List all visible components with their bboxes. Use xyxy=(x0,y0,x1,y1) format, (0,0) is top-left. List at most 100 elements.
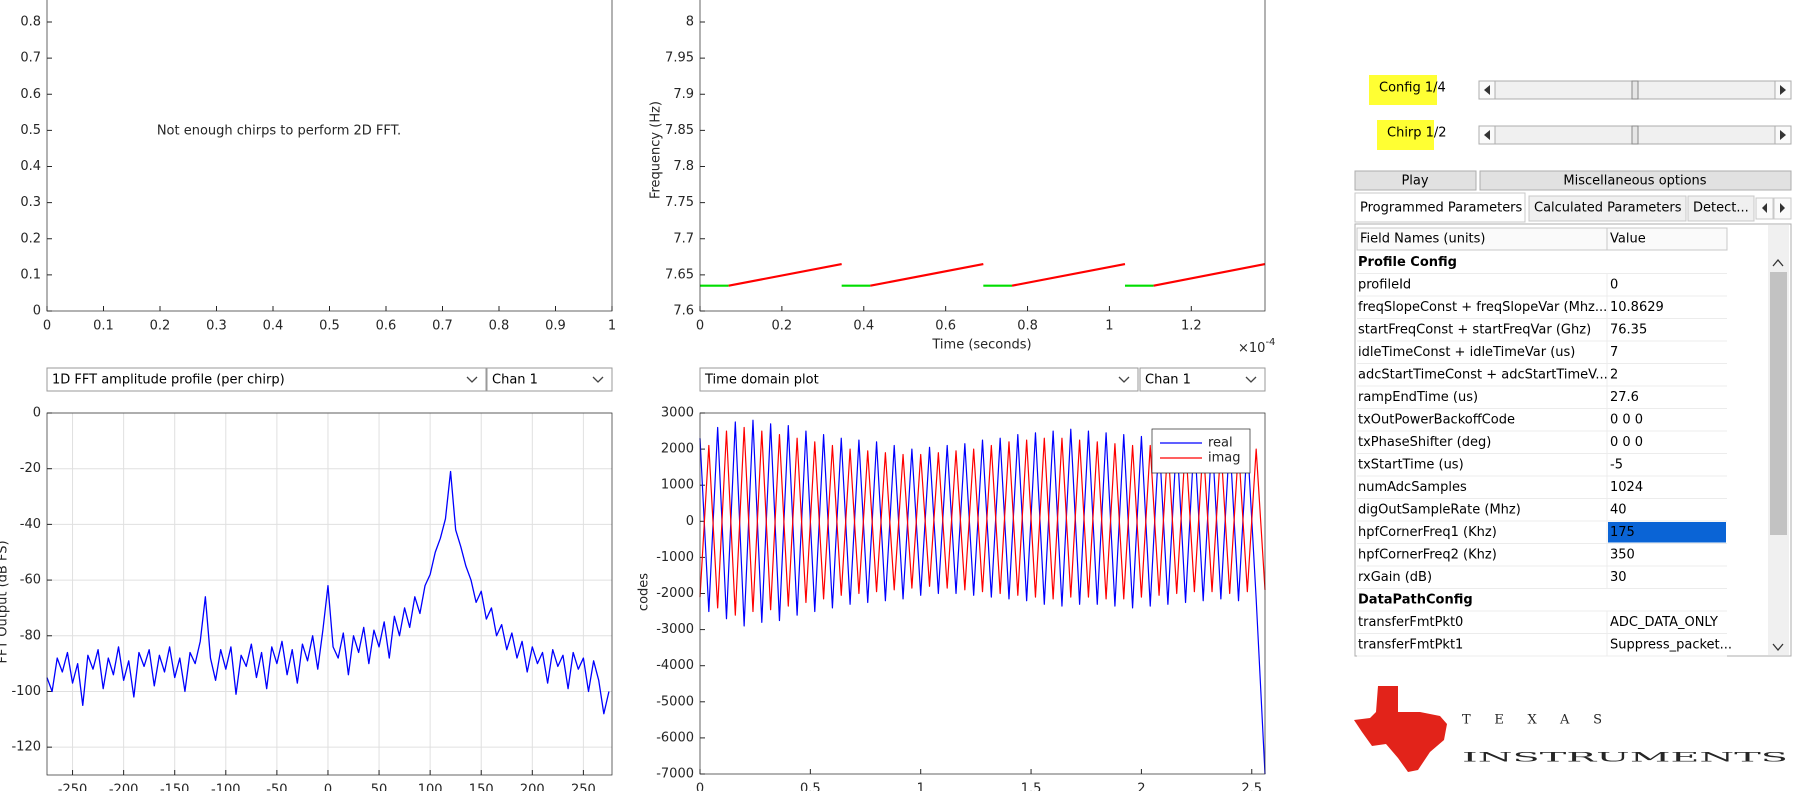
axes-frame xyxy=(699,0,1266,312)
value-cell[interactable]: 2 xyxy=(1610,367,1618,382)
name-cell: startFreqConst + startFreqVar (Ghz) xyxy=(1358,322,1591,337)
name-cell: adcStartTimeConst + adcStartTimeV... xyxy=(1358,367,1608,382)
y-tick-label: -6000 xyxy=(656,730,694,745)
dropdown-box[interactable] xyxy=(46,367,487,392)
x-tick-label: 200 xyxy=(520,783,545,791)
x-tick-label: 0.6 xyxy=(935,319,956,334)
y-tick-label: -4000 xyxy=(656,658,694,673)
plot-area xyxy=(47,413,612,775)
x-tick-label: 0.7 xyxy=(432,319,453,334)
y-tick-label: 7.9 xyxy=(673,87,694,102)
plot-area xyxy=(47,0,612,311)
y-tick-label: 7.75 xyxy=(665,195,694,210)
dropdown-text[interactable]: Time domain plot xyxy=(704,373,819,388)
series-line xyxy=(46,470,610,715)
channel-dropdown[interactable]: Chan 1 xyxy=(486,367,613,392)
dropdown-text[interactable]: Chan 1 xyxy=(1145,373,1191,388)
name-cell: rampEndTime (us) xyxy=(1358,390,1478,405)
button-text[interactable]: Miscellaneous options xyxy=(1563,174,1706,189)
y-tick-label: 0.4 xyxy=(20,159,41,174)
label-highlight xyxy=(1377,120,1434,150)
x-tick-label: 2.5 xyxy=(1241,782,1262,791)
parameter-table: Field Names (units) Value Profile Config pr… xyxy=(1354,223,1792,657)
logo-mark xyxy=(1354,686,1447,772)
dropdown-box[interactable] xyxy=(699,367,1139,392)
x-tick-label: 1.2 xyxy=(1181,319,1202,334)
value-cell[interactable]: 350 xyxy=(1610,547,1635,562)
tab-label[interactable]: Calculated Parameters xyxy=(1534,201,1682,216)
x-tick-label: 0.6 xyxy=(376,319,397,334)
section-cell: Profile Config xyxy=(1358,255,1457,270)
legend-box xyxy=(1151,428,1251,474)
name-cell: transferFmtPkt0 xyxy=(1358,615,1463,630)
dropdown-box[interactable] xyxy=(1139,367,1266,392)
value-cell[interactable]: 0 0 0 xyxy=(1610,435,1643,450)
value-cell[interactable]: -5 xyxy=(1610,457,1623,472)
x-tick-label: 0.5 xyxy=(319,319,340,334)
name-cell: numAdcSamples xyxy=(1358,480,1467,495)
plot: -250 -200 -150 -100 -50 0 50 100 150 200 250 0 -20 -4… xyxy=(0,406,613,791)
tab-label[interactable]: Detect... xyxy=(1693,201,1749,216)
dropdown-arrow xyxy=(592,376,604,383)
x-tick-label: -100 xyxy=(211,783,241,791)
x-tick-label: 0.4 xyxy=(263,319,284,334)
name-cell: hpfCornerFreq1 (Khz) xyxy=(1358,525,1497,540)
plot-type-dropdown[interactable]: 1D FFT amplitude profile (per chirp) xyxy=(46,367,487,392)
value-cell[interactable]: 0 0 0 xyxy=(1610,412,1643,427)
slider-arrow xyxy=(1780,130,1786,140)
y-tick-label: 0 xyxy=(33,406,41,421)
value-cell[interactable]: 40 xyxy=(1610,502,1627,517)
value-cell[interactable]: ADC_DATA_ONLY xyxy=(1610,615,1718,630)
y-tick-label: -60 xyxy=(20,573,41,588)
dropdown-text[interactable]: 1D FFT amplitude profile (per chirp) xyxy=(52,373,285,388)
x-axis-label: Time (seconds) xyxy=(931,338,1031,353)
y-tick-label: 2000 xyxy=(661,442,694,457)
tab[interactable] xyxy=(1528,195,1687,222)
slider-label: Chirp 1/2 xyxy=(1387,126,1447,141)
y-tick-label: 0.6 xyxy=(20,87,41,102)
y-tick-label: -7000 xyxy=(656,767,694,782)
value-cell[interactable]: 76.35 xyxy=(1610,322,1647,337)
y-tick-label: 7.6 xyxy=(673,304,694,319)
value-cell[interactable]: 175 xyxy=(1610,525,1635,540)
name-cell: txPhaseShifter (deg) xyxy=(1358,435,1491,450)
scroll-arrow xyxy=(1772,258,1784,267)
value-cell[interactable]: 7 xyxy=(1610,345,1618,360)
slider-thumb[interactable] xyxy=(1631,125,1639,145)
series-line xyxy=(728,262,1266,287)
x-tick-label: 0.3 xyxy=(206,319,227,334)
dropdown-box[interactable] xyxy=(486,367,613,392)
value-cell[interactable]: 1024 xyxy=(1610,480,1643,495)
play-button[interactable] xyxy=(1354,170,1477,191)
dropdown-text[interactable]: Chan 1 xyxy=(492,373,538,388)
plot-type-dropdown[interactable]: Time domain plot xyxy=(699,367,1139,392)
value-cell[interactable]: 27.6 xyxy=(1610,390,1639,405)
x-tick-label: 0.1 xyxy=(93,319,114,334)
y-tick-label: 0.3 xyxy=(20,195,41,210)
tab-arrow xyxy=(1762,203,1767,213)
slider-thumb[interactable] xyxy=(1631,80,1639,100)
dropdown-arrow xyxy=(1118,376,1130,383)
value-cell[interactable]: 0 xyxy=(1610,277,1618,292)
button-text[interactable]: Play xyxy=(1401,174,1428,189)
tab[interactable] xyxy=(1687,195,1755,222)
y-tick-label: 1000 xyxy=(661,478,694,493)
value-cell[interactable]: Suppress_packet... xyxy=(1610,637,1732,652)
slider-arrow xyxy=(1484,85,1490,95)
x-tick-label: 0.9 xyxy=(545,319,566,334)
multiplier-base: ×10 xyxy=(1238,341,1265,356)
tab-label[interactable]: Programmed Parameters xyxy=(1360,201,1523,216)
x-tick-label: 0 xyxy=(324,783,332,791)
tab[interactable] xyxy=(1354,192,1526,223)
y-tick-label: 0.2 xyxy=(20,231,41,246)
value-cell[interactable]: 10.8629 xyxy=(1610,300,1664,315)
misc-button[interactable] xyxy=(1479,170,1792,191)
x-tick-label: -250 xyxy=(58,783,88,791)
scrollbar-thumb[interactable] xyxy=(1770,272,1787,535)
value-cell[interactable]: 30 xyxy=(1610,570,1627,585)
axes-frame xyxy=(46,412,613,776)
channel-dropdown[interactable]: Chan 1 xyxy=(1139,367,1266,392)
x-tick-label: 0 xyxy=(43,319,51,334)
y-tick-label: 8 xyxy=(686,15,694,30)
header-cell: Field Names (units) xyxy=(1360,232,1486,247)
